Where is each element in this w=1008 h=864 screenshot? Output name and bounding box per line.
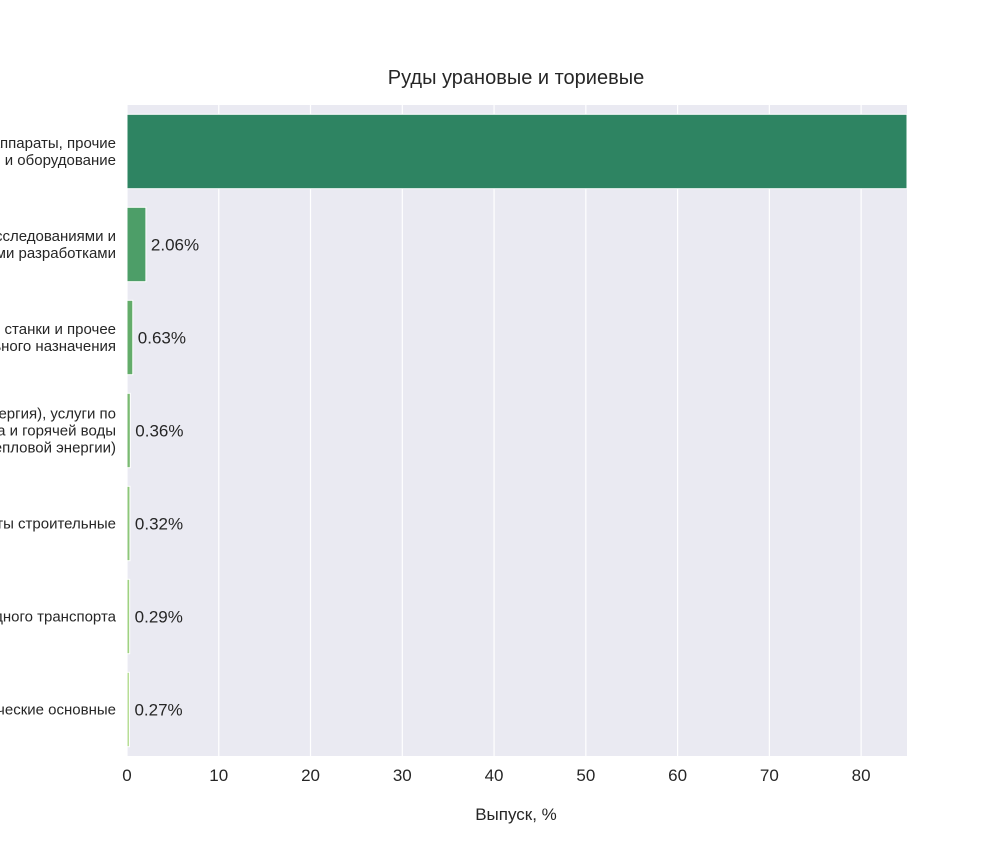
bars (126, 113, 908, 748)
bar-value-label: 0.63% (138, 329, 186, 348)
plot-area (127, 105, 907, 756)
x-tick-label: 60 (668, 766, 687, 785)
x-tick-label: 0 (122, 766, 131, 785)
bar-value-label: 0.27% (134, 701, 182, 720)
bar (126, 485, 131, 562)
bar (126, 578, 131, 655)
y-category-label: Запасы и прочие экономические основные (0, 702, 116, 719)
x-tick-label: 40 (485, 766, 504, 785)
y-category-label: Электроэнергия (электроэнергия), услуги … (0, 406, 116, 457)
bar (126, 206, 147, 283)
x-tick-label: 50 (576, 766, 595, 785)
y-category-label: Услуги сухопутного и трубопроводного тра… (0, 609, 117, 626)
x-tick-label: 70 (760, 766, 779, 785)
bar-value-label: 0.32% (135, 515, 183, 534)
bar (126, 392, 131, 469)
chart-title: Руды урановые и ториевые (388, 67, 644, 89)
bar-value-label: 0.36% (135, 422, 183, 441)
bar-value-label: 0.29% (135, 608, 183, 627)
bar (126, 113, 908, 190)
value-labels: 2.06% 0.63% 0.36% 0.32% 0.29% 0.27% (134, 236, 199, 720)
x-tick-label: 20 (301, 766, 320, 785)
y-category-label: Машины и аппараты, прочиеэлектрическое и… (0, 135, 116, 169)
y-category-label: Машины, станки и прочееоборудование спец… (0, 321, 116, 355)
x-tick-label: 30 (393, 766, 412, 785)
bar-value-label: 2.06% (151, 236, 199, 255)
bar (126, 299, 134, 376)
y-axis-labels: Машины и аппараты, прочиеэлектрическое и… (0, 135, 117, 719)
x-axis-label: Выпуск, % (475, 805, 557, 824)
y-category-label: Услуги, связанные с научными исследовани… (0, 228, 116, 262)
x-tick-label: 80 (852, 766, 871, 785)
gridlines (126, 105, 862, 756)
x-axis-ticks: 0 10 20 30 40 50 60 70 80 (122, 766, 870, 785)
y-category-label: Работы строительные (0, 516, 116, 533)
x-tick-label: 10 (209, 766, 228, 785)
bar (126, 671, 130, 748)
